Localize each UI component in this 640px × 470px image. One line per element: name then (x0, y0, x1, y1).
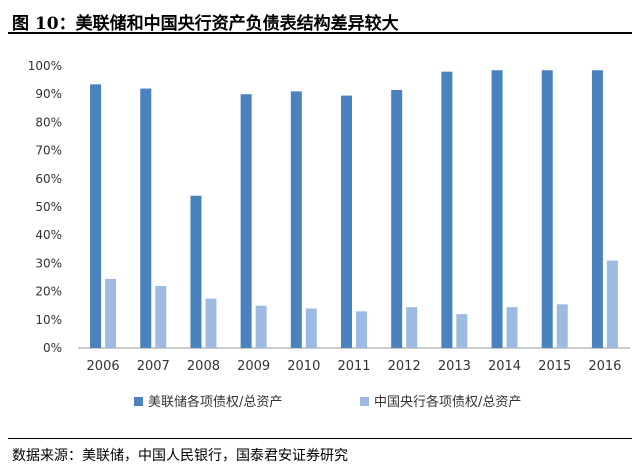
bar-fed-2011 (341, 95, 352, 348)
y-tick-label: 0% (43, 341, 62, 355)
bar-fed-2009 (240, 94, 252, 348)
bar-pboc-2014 (506, 307, 518, 348)
x-axis-labels: 2006 2007 2008 2009 2010 2011 2012 2013 2014 2015… (87, 359, 622, 374)
x-tick-label: 2010 (287, 359, 320, 374)
legend-swatch (360, 397, 369, 406)
bar-pboc-2007 (155, 285, 167, 348)
x-tick-label: 2015 (538, 359, 571, 374)
bar-fed-2013 (441, 71, 453, 348)
x-tick-label: 2011 (337, 359, 370, 374)
x-tick-label: 2013 (438, 359, 471, 374)
y-tick-label: 70% (35, 144, 62, 158)
bar-fed-2010 (290, 91, 302, 348)
bars (90, 70, 618, 349)
legend-swatch (134, 397, 143, 406)
figure-title: 图 10：美联储和中国央行资产负债表结构差异较大 (12, 14, 399, 34)
bar-fed-2015 (541, 70, 553, 349)
bar-pboc-2016 (606, 260, 618, 348)
bar-fed-2008 (190, 195, 202, 348)
y-tick-label: 30% (35, 256, 62, 270)
x-tick-label: 2012 (388, 359, 421, 374)
y-tick-label: 60% (35, 172, 62, 186)
bar-pboc-2006 (105, 278, 117, 348)
bar-fed-2016 (591, 70, 603, 349)
bar-fed-2012 (391, 89, 403, 348)
x-tick-label: 2006 (87, 359, 120, 374)
y-tick-label: 10% (35, 313, 62, 327)
bar-pboc-2015 (556, 304, 568, 348)
bar-pboc-2010 (305, 308, 317, 348)
legend: 美联储各项债权/总资产 中国央行各项债权/总资产 (134, 394, 521, 410)
y-tick-label: 100% (28, 59, 62, 73)
bar-pboc-2011 (356, 311, 367, 348)
legend-label: 中国央行各项债权/总资产 (374, 394, 521, 410)
legend-label: 美联储各项债权/总资产 (148, 394, 282, 410)
x-tick-label: 2009 (237, 359, 270, 374)
data-source-note: 数据来源：美联储，中国人民银行，国泰君安证券研究 (12, 448, 348, 464)
chart-area: 0% 10% 20% 30% 40% 50% 60% 70% 80% 90% 100% 2006 20… (0, 40, 640, 430)
bar-fed-2006 (90, 84, 102, 348)
bar-fed-2007 (140, 88, 152, 348)
bar-chart: 0%10%20%30%40%50%60%70%80%90%100% 2006 20… (28, 59, 630, 410)
title-bar: 图 10：美联储和中国央行资产负债表结构差异较大 (8, 6, 632, 34)
bar-pboc-2013 (456, 314, 468, 348)
bar-pboc-2012 (406, 307, 418, 348)
y-axis-labels: 0% 10% 20% 30% 40% 50% 60% 70% 80% 90% 100% (28, 59, 62, 355)
x-tick-label: 2008 (187, 359, 220, 374)
y-tick-label: 90% (35, 87, 62, 101)
x-tick-label: 2007 (137, 359, 170, 374)
source-bar: 数据来源：美联储，中国人民银行，国泰君安证券研究 (8, 438, 632, 466)
y-tick-label: 80% (35, 115, 62, 129)
bar-pboc-2008 (205, 298, 217, 348)
bar-pboc-2009 (255, 305, 267, 348)
x-tick-label: 2016 (588, 359, 621, 374)
y-tick-label: 50% (35, 200, 62, 214)
y-tick-label: 40% (35, 228, 62, 242)
y-tick-label: 20% (35, 285, 62, 299)
x-tick-label: 2014 (488, 359, 521, 374)
bar-fed-2014 (491, 70, 503, 349)
